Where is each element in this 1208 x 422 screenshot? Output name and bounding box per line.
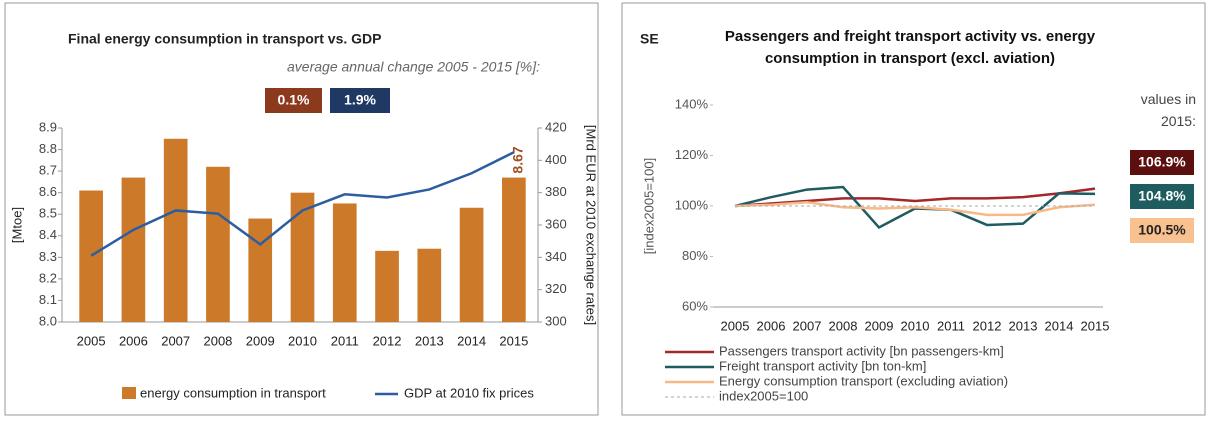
- x-tick-label: 2007: [793, 318, 822, 333]
- x-tick-label: 2009: [865, 318, 894, 333]
- x-tick-label: 2012: [373, 333, 402, 348]
- x-tick-label: 2015: [1081, 318, 1110, 333]
- y-tick-label: 140%: [675, 96, 709, 111]
- badge-label: 104.8%: [1138, 188, 1186, 204]
- bar: [417, 248, 442, 322]
- badge-label: 106.9%: [1138, 154, 1186, 170]
- y2-tick-label: 320: [545, 281, 567, 296]
- x-tick-label: 2010: [901, 318, 930, 333]
- y-tick-label: 8.2: [39, 270, 57, 285]
- legend-label: energy consumption in transport: [140, 385, 326, 400]
- badge: [1130, 218, 1194, 243]
- x-tick-label: 2005: [77, 333, 106, 348]
- bar: [206, 166, 230, 322]
- x-tick-label: 2011: [937, 318, 965, 333]
- badge: [1130, 150, 1194, 175]
- bar: [375, 250, 399, 322]
- subtitle: average annual change 2005 - 2015 [%]:: [287, 59, 540, 75]
- y2-tick-label: 360: [545, 216, 567, 231]
- y-tick-label: 100%: [675, 197, 709, 212]
- y-tick-label: 8.1: [39, 292, 57, 307]
- line-series: [734, 187, 1096, 208]
- x-tick-label: 2009: [246, 333, 275, 348]
- bar: [79, 190, 103, 322]
- bar: [459, 207, 484, 322]
- y-tick-label: 8.7: [39, 163, 57, 178]
- line-series: [90, 151, 515, 257]
- panel-border: [4, 2, 599, 416]
- x-tick-label: 2011: [331, 333, 359, 348]
- x-tick-label: 2007: [161, 333, 190, 348]
- annotation: values in 2015:: [1140, 91, 1196, 129]
- y-tick-label: 8.8: [39, 141, 57, 156]
- bar: [502, 177, 526, 322]
- y-tick-label: 8.6: [39, 184, 57, 199]
- x-tick-label: 2014: [1045, 318, 1074, 333]
- y-axis-label: [index2005=100]: [641, 158, 656, 255]
- x-tick-label: 2005: [721, 318, 750, 333]
- badge: [330, 88, 390, 113]
- bar: [332, 203, 357, 322]
- x-tick-label: 2013: [415, 333, 444, 348]
- badge: [1130, 184, 1194, 209]
- bar: [163, 138, 188, 322]
- badge-label: 1.9%: [344, 92, 376, 108]
- x-tick-label: 2015: [499, 333, 528, 348]
- x-tick-label: 2006: [757, 318, 786, 333]
- x-tick-label: 2008: [203, 333, 232, 348]
- legend-label: Freight transport activity [bn ton-km]: [719, 358, 926, 373]
- line-series: [734, 200, 1096, 217]
- chart-title: Passengers and freight transport activit…: [724, 28, 1096, 67]
- data-label: 8.67: [510, 146, 526, 173]
- y-tick-label: 80%: [682, 248, 708, 263]
- y-tick-label: 8.0: [39, 313, 57, 328]
- x-tick-label: 2013: [1009, 318, 1038, 333]
- badge: [265, 88, 322, 113]
- panel-border: [621, 2, 1206, 416]
- y-axis-label: [Mtoe]: [9, 207, 24, 243]
- y-tick-label: 120%: [675, 147, 709, 162]
- x-tick-label: 2008: [829, 318, 858, 333]
- bar: [248, 218, 273, 322]
- y2-tick-label: 340: [545, 249, 567, 264]
- y-tick-label: 8.9: [39, 119, 57, 134]
- region-label: SE: [640, 31, 659, 47]
- bar: [121, 177, 146, 322]
- badge-label: 100.5%: [1138, 222, 1186, 238]
- y-tick-label: 8.5: [39, 206, 57, 221]
- y-tick-label: 8.4: [39, 227, 57, 242]
- legend-label: Energy consumption transport (excluding …: [719, 373, 1008, 388]
- x-tick-label: 2012: [973, 318, 1002, 333]
- x-tick-label: 2006: [119, 333, 148, 348]
- badge-label: 0.1%: [278, 92, 310, 108]
- x-tick-label: 2010: [288, 333, 317, 348]
- y2-tick-label: 380: [545, 184, 567, 199]
- y2-tick-label: 300: [545, 313, 567, 328]
- bar: [290, 192, 315, 322]
- legend-label: Passengers transport activity [bn passen…: [719, 343, 1004, 358]
- y2-tick-label: 400: [545, 152, 567, 167]
- y-tick-label: 60%: [682, 298, 708, 313]
- x-tick-label: 2014: [457, 333, 486, 348]
- legend-label: GDP at 2010 fix prices: [404, 385, 534, 400]
- y-tick-label: 8.3: [39, 249, 57, 264]
- y2-axis-label: [Mrd EUR at 2010 exchange rates]: [584, 125, 599, 325]
- legend-label: index2005=100: [719, 388, 808, 403]
- y2-tick-label: 420: [545, 119, 567, 134]
- legend-swatch: [122, 387, 136, 399]
- chart-title: Final energy consumption in transport vs…: [68, 31, 382, 47]
